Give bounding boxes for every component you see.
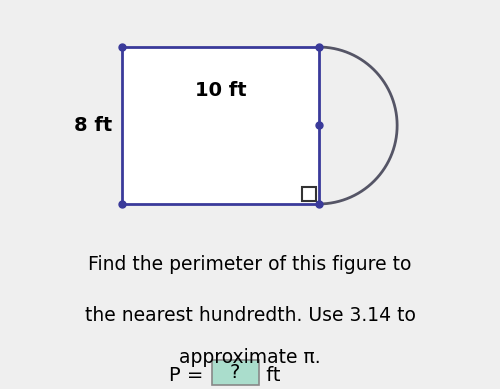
Bar [122, 47, 318, 204]
Text: Find the perimeter of this figure to: Find the perimeter of this figure to [88, 255, 411, 274]
Text: 10 ft: 10 ft [195, 81, 246, 100]
Text: P =: P = [170, 366, 210, 385]
Text: ft: ft [260, 366, 280, 385]
FancyBboxPatch shape [212, 360, 258, 385]
Text: ?: ? [230, 363, 240, 382]
Text: the nearest hundredth. Use 3.14 to: the nearest hundredth. Use 3.14 to [84, 306, 415, 324]
Text: approximate π.: approximate π. [179, 349, 321, 367]
Text: 8 ft: 8 ft [74, 116, 112, 135]
Bar [302, 187, 316, 201]
